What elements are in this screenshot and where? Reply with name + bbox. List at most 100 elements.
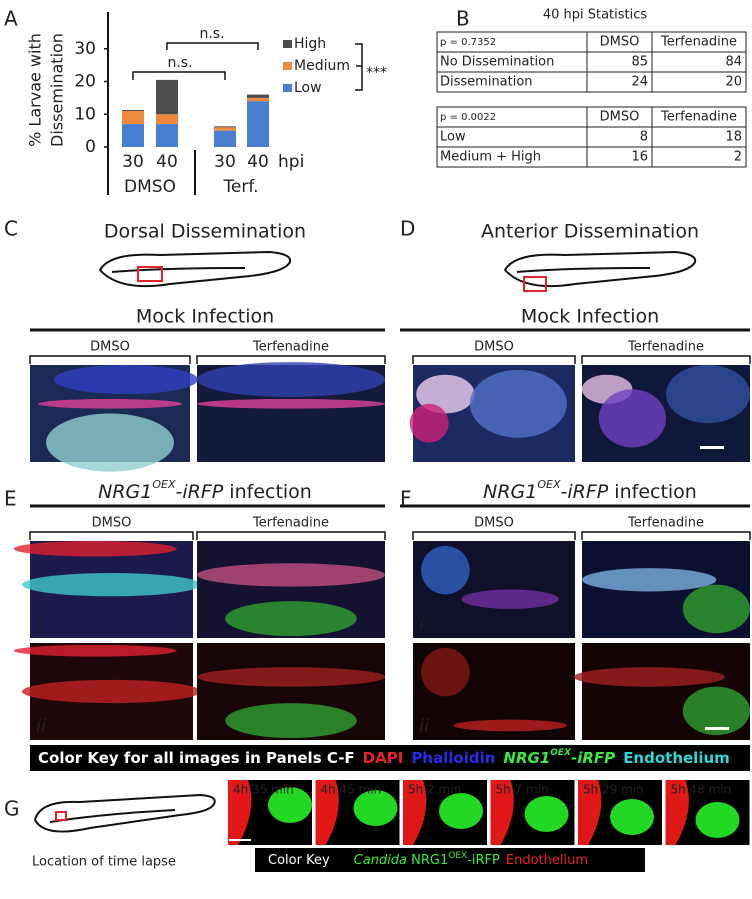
micrograph-feature [682, 686, 751, 736]
panel-label: B [456, 7, 470, 31]
table-cell: 85 [631, 55, 648, 70]
timelapse-green [353, 790, 398, 826]
table-cell: No Dissemination [440, 55, 554, 70]
bar-segment [156, 114, 178, 125]
time-label: 5h 29 min [583, 783, 644, 797]
panel-title-part: infection [608, 481, 697, 503]
legend-swatch [283, 40, 292, 48]
panel-label: A [4, 7, 18, 31]
table-cell: Medium + High [440, 150, 541, 165]
table-cell: 24 [631, 75, 648, 90]
legend-swatch [283, 84, 292, 92]
timelapse-green [524, 796, 569, 832]
micrograph-feature [469, 369, 567, 438]
column-header: Terfenadine [252, 340, 329, 355]
time-label: 5h 7 min [496, 783, 549, 797]
micrograph-feature [666, 365, 750, 424]
bar-segment [122, 124, 144, 147]
legend-label: Low [294, 80, 322, 96]
color-key-part: -iRFP [467, 853, 500, 868]
color-key: Color Key for all images in Panels C-F DA… [38, 748, 730, 767]
table-header: DMSO [600, 110, 640, 125]
location-label: Location of time lapse [32, 855, 176, 870]
micrograph-feature [197, 667, 385, 687]
micrograph-feature [197, 362, 385, 398]
table-cell: 16 [631, 150, 648, 165]
timelapse-green [610, 799, 654, 835]
table-header: p = 0.7352 [440, 37, 496, 48]
micrograph-feature [416, 374, 475, 414]
micrograph-feature [421, 545, 470, 595]
color-key-part: NRG1 [503, 749, 550, 767]
table-header: DMSO [600, 35, 640, 50]
table-cell: 2 [734, 150, 742, 165]
column-bracket [412, 531, 576, 540]
micrograph-feature [598, 389, 667, 448]
color-key-part: Endothelium [623, 749, 730, 767]
table-cell: Low [440, 130, 466, 145]
micrograph-feature [682, 584, 751, 634]
table-cell: 84 [725, 55, 742, 70]
table-cell: Dissemination [440, 75, 533, 90]
table-title: 40 hpi Statistics [543, 8, 648, 23]
micrograph-feature [21, 573, 202, 597]
region-box [55, 811, 67, 821]
table-cell: 8 [640, 130, 648, 145]
color-key-part: OEX [550, 748, 572, 758]
panel-title: Dorsal Dissemination [104, 221, 306, 243]
micrograph-feature [197, 398, 385, 409]
column-bracket [581, 531, 751, 540]
annotation: n.s. [199, 26, 224, 42]
column-bracket [29, 355, 191, 364]
column-header: Terfenadine [252, 516, 329, 531]
y-tick-label: 10 [74, 104, 96, 124]
timelapse-red [490, 780, 514, 845]
micrograph-feature [54, 365, 198, 395]
color-key-part: DAPI [363, 749, 404, 767]
region-box [523, 276, 547, 292]
annotation: *** [366, 65, 387, 81]
micrograph-feature [225, 703, 357, 739]
bar-segment [247, 101, 269, 147]
timelapse-red [665, 780, 689, 845]
region-box [137, 266, 163, 282]
timelapse-red [578, 780, 602, 845]
column-bracket [581, 355, 751, 364]
micrograph-feature [21, 679, 202, 704]
bar-segment [214, 126, 236, 128]
bar-segment [247, 97, 269, 102]
column-header: DMSO [474, 340, 514, 355]
color-key-part: Candida [354, 853, 407, 868]
legend-label: Medium [294, 58, 350, 74]
column-bracket [196, 531, 386, 540]
x-tick-label: 30 [122, 152, 144, 172]
panel-title: NRG1OEX-iRFP infection [483, 478, 697, 503]
bar-segment [156, 79, 178, 115]
annotation: n.s. [167, 55, 192, 71]
row-label: ii [419, 716, 429, 737]
bar-segment [122, 109, 144, 111]
color-key-part: Color Key for all images in Panels C-F [38, 749, 355, 767]
micrograph-feature [13, 541, 177, 557]
micrograph-feature [421, 647, 470, 697]
panel-title-part: -iRFP [561, 481, 609, 503]
x-tick-label: 40 [156, 152, 178, 172]
bar-segment [214, 130, 236, 147]
micrograph-feature [461, 589, 559, 609]
timelapse-red [315, 780, 339, 845]
x-tick-label: 40 [247, 152, 269, 172]
bracket [355, 43, 363, 91]
panel-label: F [400, 487, 412, 511]
row-label: ii [36, 716, 46, 737]
region-boxes [55, 266, 547, 821]
legend-label: High [294, 36, 326, 52]
bracket [132, 71, 226, 80]
micrograph-feature [409, 403, 449, 443]
table-header: Terfenadine [660, 35, 737, 50]
bracket [166, 42, 259, 50]
table-cell: 20 [725, 75, 742, 90]
micrograph-feature [225, 601, 357, 637]
fish-g [33, 793, 216, 833]
scale-bar [700, 446, 724, 449]
micrograph-feature [13, 644, 177, 657]
